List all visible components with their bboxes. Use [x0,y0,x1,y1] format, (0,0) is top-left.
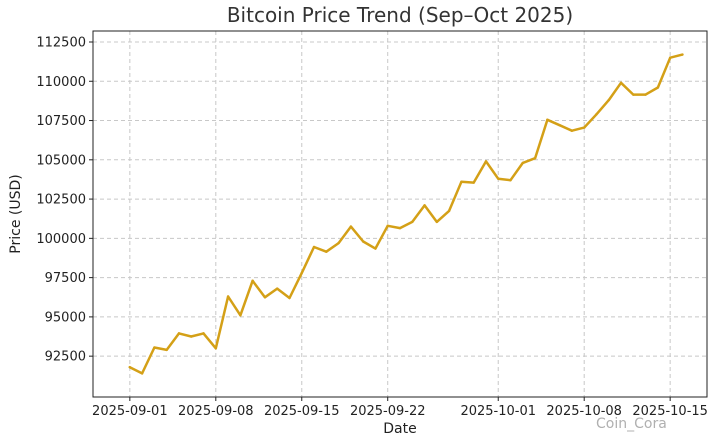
data-point [607,98,610,102]
data-point [276,287,279,290]
y-tick-label: 110000 [36,75,86,90]
x-tick-label: 2025-09-22 [350,404,426,419]
data-point [190,335,193,338]
y-tick-label: 92500 [45,350,86,365]
y-tick-label: 95000 [45,310,86,325]
data-point [460,180,463,183]
data-point [619,81,623,85]
data-point [533,157,537,160]
x-tick-label: 2025-10-15 [632,404,708,419]
y-tick-label: 100000 [36,232,86,247]
data-point [140,372,144,375]
plot-frame [92,30,708,398]
data-point [226,295,230,298]
data-point [386,224,389,227]
watermark: Coin_Cora [596,416,667,432]
data-point [202,332,205,335]
data-point [484,160,488,163]
data-point [177,332,181,335]
y-tick-label: 105000 [36,153,86,168]
data-point [300,271,303,275]
data-point [411,220,414,224]
data-point [312,245,316,249]
x-axis-label: Date [383,421,416,437]
data-point [288,296,291,300]
x-tick-label: 2025-10-08 [546,404,622,419]
data-point [472,181,475,184]
data-point [398,226,402,230]
data-point [263,296,267,299]
y-axis-label: Price (USD) [8,174,24,253]
data-point [546,118,549,121]
x-tick-label: 2025-09-01 [92,404,168,419]
y-axis: 92500 95000 97500 100000 102500 105000 107500 1… [36,35,93,365]
x-tick-label: 2025-09-15 [264,404,340,419]
data-point [423,204,426,207]
y-tick-label: 112500 [36,35,86,50]
data-point [632,93,635,96]
data-point [214,347,217,350]
x-axis: 2025-09-01 2025-09-08 2025-09-15 2025-09-22… [92,397,708,419]
data-point [239,314,242,317]
data-point [558,124,561,127]
data-point [681,53,684,56]
data-point [435,220,439,224]
data-point [153,346,156,349]
data-point [447,209,451,213]
data-point [325,250,328,253]
data-point [583,126,586,129]
series-group [128,53,684,375]
y-tick-label: 102500 [36,193,86,208]
data-point [361,240,365,243]
data-point [349,225,353,228]
data-point [595,113,598,116]
data-point [521,161,524,165]
y-tick-label: 97500 [45,271,86,286]
chart-title: Bitcoin Price Trend (Sep–Oct 2025) [227,3,573,27]
data-point [509,179,512,182]
x-tick-label: 2025-09-08 [178,404,254,419]
y-tick-label: 107500 [36,114,86,129]
data-point [251,279,254,282]
data-point [644,93,647,96]
data-point [337,241,340,245]
data-point [128,365,132,369]
data-point [374,247,377,250]
data-point [656,86,660,89]
data-point [165,348,168,352]
data-point [497,177,500,180]
grid [93,31,707,397]
data-point [668,56,672,59]
data-point [570,129,574,132]
price-line [128,53,684,375]
x-tick-label: 2025-10-01 [460,404,536,419]
